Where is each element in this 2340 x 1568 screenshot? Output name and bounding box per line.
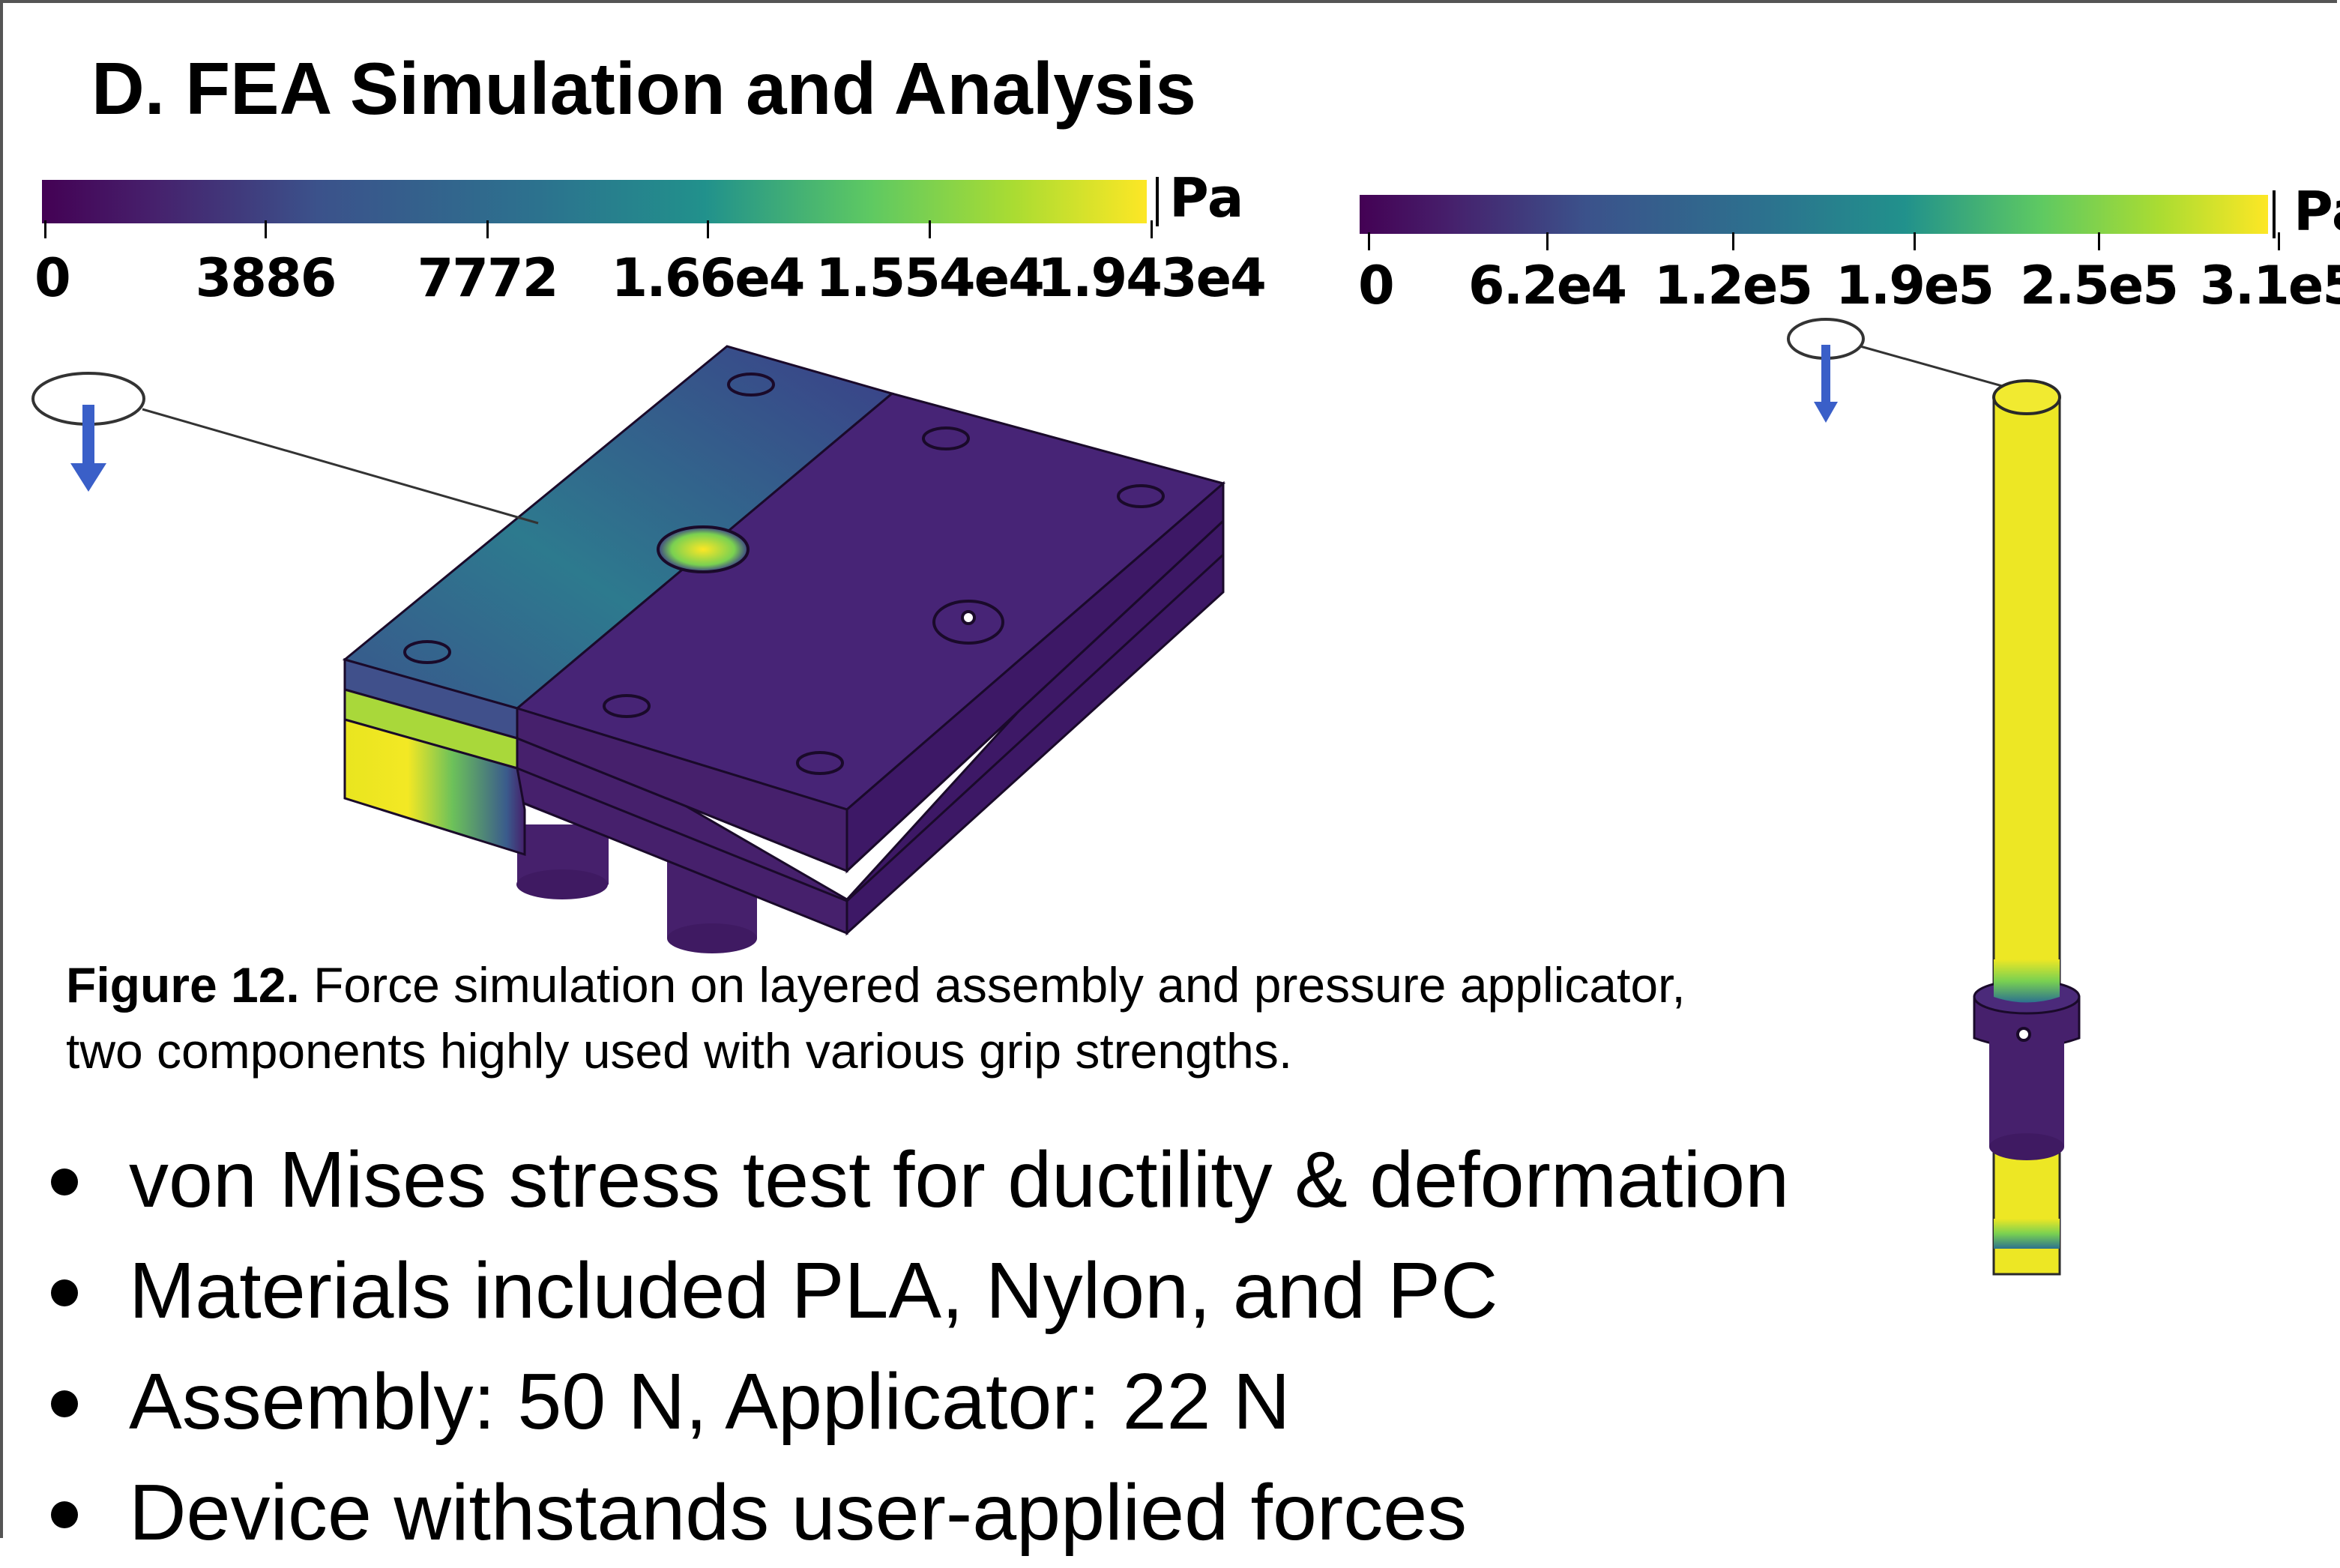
bullet-dot (51, 1279, 78, 1306)
bullet-text: Materials included PLA, Nylon, and PC (129, 1246, 1498, 1335)
colorbar-left-unit: Pa (1169, 166, 1244, 229)
bullet-item: Materials included PLA, Nylon, and PC (45, 1235, 1789, 1346)
colorbar-right-gradient (1360, 190, 2276, 238)
colorbar-right-tick-mark (1914, 232, 1916, 250)
colorbar-right-tick-label: 6.2e4 (1468, 255, 1627, 316)
colorbar-right-unit: Pa (2294, 180, 2340, 243)
pressure-applicator-render (1787, 318, 2081, 1276)
colorbar-right-tick-mark (1546, 232, 1549, 250)
bullet-item: Device withstands user-applied forces (45, 1457, 1789, 1568)
colorbar-right-tick-mark (1732, 232, 1734, 250)
bullet-item: Assembly: 50 N, Applicator: 22 N (45, 1346, 1789, 1457)
colorbar-left-tick-label: 0 (34, 247, 71, 309)
colorbar-right-tick-mark (2278, 232, 2280, 250)
caption-line-1: Force simulation on layered assembly and… (299, 957, 1686, 1013)
colorbar-left-tick-mark (44, 220, 46, 238)
bullet-list: von Mises stress test for ductility & de… (45, 1124, 1789, 1568)
colorbar-left-tick-mark (486, 220, 489, 238)
slide-title: D. FEA Simulation and Analysis (91, 47, 1196, 130)
bullet-dot (51, 1390, 78, 1417)
bullet-text: von Mises stress test for ductility & de… (129, 1136, 1790, 1224)
bullet-text: Assembly: 50 N, Applicator: 22 N (129, 1357, 1291, 1446)
colorbar-left-tick-label: 1.66e4 (611, 247, 806, 309)
colorbar-left-tick-mark (707, 220, 709, 238)
colorbar-right-tick-label: 1.2e5 (1653, 255, 1813, 316)
colorbar-right-tick-mark (1368, 232, 1370, 250)
bullet-dot (51, 1501, 78, 1528)
figure-label: Figure 12. (66, 957, 300, 1013)
colorbar-left-gradient (42, 177, 1159, 226)
colorbar-left-tick-label: 1.554e4 (815, 247, 1045, 309)
layered-assembly-render (31, 345, 1226, 953)
colorbar-left-tick-label: 7772 (417, 247, 559, 309)
colorbar-left-tick-mark (1151, 220, 1153, 238)
colorbar-right-tick-label: 3.1e5 (2199, 255, 2340, 316)
colorbar-right-tick-mark (2098, 232, 2100, 250)
slide-frame (0, 0, 2337, 1538)
colorbar-left-tick-label: 3886 (195, 247, 337, 309)
bullet-dot (51, 1169, 78, 1195)
bullet-item: von Mises stress test for ductility & de… (45, 1124, 1789, 1235)
figure-caption: Figure 12. Force simulation on layered a… (66, 952, 1940, 1084)
colorbar-right-tick-label: 0 (1357, 255, 1395, 316)
caption-line-2: two components highly used with various … (66, 1023, 1293, 1079)
colorbar-right-tick-label: 1.9e5 (1835, 255, 1994, 316)
colorbar-left-tick-label: 1.943e4 (1037, 247, 1267, 309)
colorbar-left-tick-mark (929, 220, 931, 238)
colorbar-right-tick-label: 2.5e5 (2019, 255, 2179, 316)
bullet-text: Device withstands user-applied forces (129, 1468, 1468, 1557)
colorbar-left-tick-mark (265, 220, 267, 238)
